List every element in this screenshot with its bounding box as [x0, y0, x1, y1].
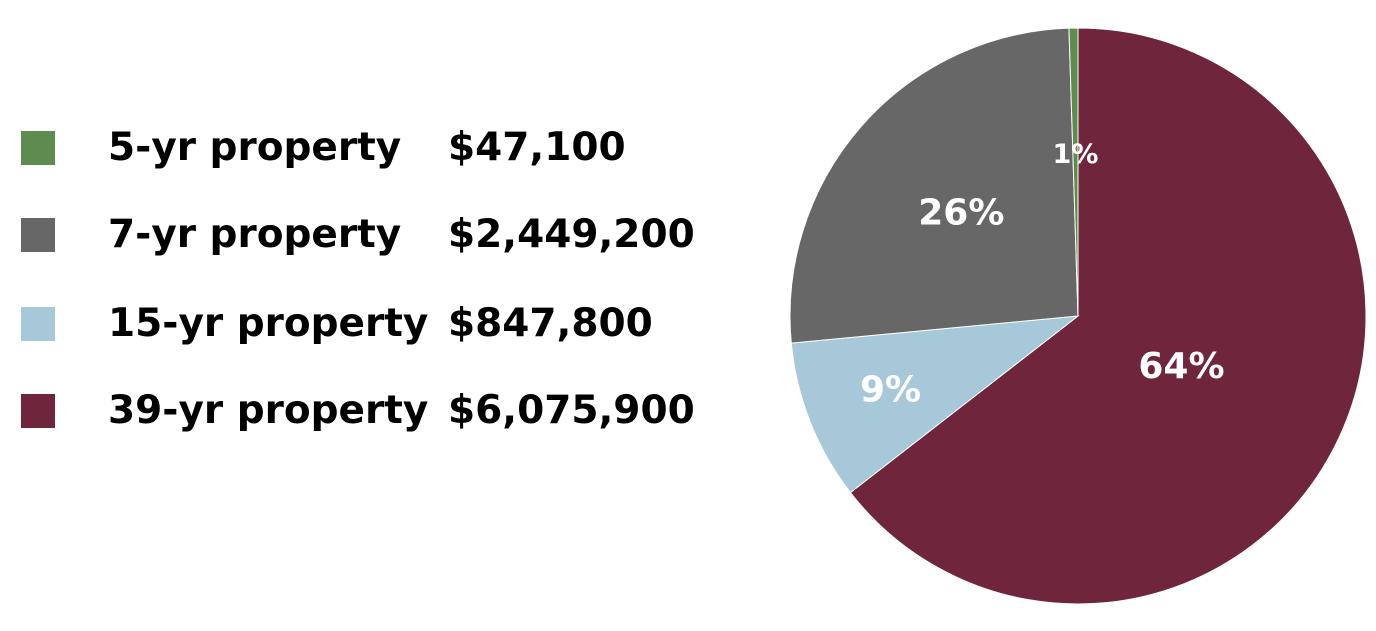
legend-value-5yr: $47,100 [448, 125, 626, 170]
legend-label-15yr: 15-yr property [108, 301, 429, 346]
pie-label-39yr: 64% [1138, 346, 1224, 387]
legend-swatch-7yr [21, 218, 55, 252]
legend-item-39yr: 39-yr property $6,075,900 [0, 381, 720, 441]
legend-label-7yr: 7-yr property [108, 212, 402, 257]
legend-swatch-39yr [21, 394, 55, 428]
legend-item-7yr: 7-yr property $2,449,200 [0, 205, 720, 265]
legend-swatch-15yr [21, 307, 55, 341]
pie-slice-15yr [790, 315, 1080, 494]
legend-item-15yr: 15-yr property $847,800 [0, 294, 720, 354]
pie-label-7yr: 26% [918, 193, 1004, 234]
pie-label-5yr: 1% [1053, 139, 1099, 170]
pie-label-15yr: 9% [860, 370, 921, 411]
legend-value-39yr: $6,075,900 [448, 388, 695, 433]
pie-slice-7yr [789, 27, 1079, 344]
legend-label-5yr: 5-yr property [108, 125, 402, 170]
legend-value-15yr: $847,800 [448, 301, 653, 346]
legend-swatch-5yr [21, 131, 55, 165]
pie-slice-39yr [849, 27, 1367, 605]
chart-legend: 5-yr property $47,100 7-yr property $2,4… [0, 118, 720, 441]
legend-value-7yr: $2,449,200 [448, 212, 695, 257]
pie-slice-5yr [1068, 27, 1079, 317]
legend-item-5yr: 5-yr property $47,100 [0, 118, 720, 178]
legend-label-39yr: 39-yr property [108, 388, 429, 433]
